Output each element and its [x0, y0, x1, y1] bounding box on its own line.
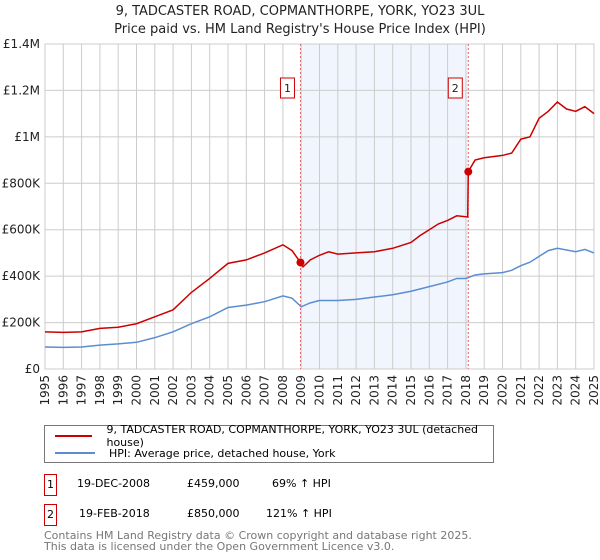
marker-label: 2 — [452, 82, 459, 95]
x-tick-label: 2001 — [148, 375, 162, 406]
x-tick-label: 2000 — [130, 375, 144, 406]
x-tick-label: 2012 — [349, 375, 363, 406]
x-tick-label: 2023 — [550, 375, 564, 406]
x-tick-label: 2024 — [569, 375, 583, 406]
y-tick-label: £1.2M — [3, 83, 40, 97]
x-tick-label: 1995 — [38, 375, 52, 406]
legend-item-hpi: HPI: Average price, detached house, York — [55, 445, 336, 461]
chart-title: 9, TADCASTER ROAD, COPMANTHORPE, YORK, Y… — [115, 4, 485, 19]
x-tick-label: 2019 — [477, 375, 491, 406]
x-tick-label: 1999 — [111, 375, 125, 406]
transaction-hpi: 121% ↑ HPI — [266, 507, 332, 520]
x-tick-label: 2003 — [184, 375, 198, 406]
x-tick-label: 2016 — [422, 375, 436, 406]
plot-area: £0 £200K £400K £600K £800K £1M £1.2M £1.4M 1995 1… — [2, 37, 600, 406]
x-tick-label: 2011 — [331, 375, 345, 406]
x-tick-label: 2008 — [276, 375, 290, 406]
legend-label: HPI: Average price, detached house, York — [109, 446, 336, 460]
transaction-marker: 1 — [44, 474, 57, 496]
x-tick-label: 2010 — [313, 375, 327, 406]
transaction-price: £850,000 — [187, 507, 240, 520]
y-tick-label: £400K — [2, 269, 42, 283]
sale-point — [296, 258, 305, 267]
marker-box — [279, 77, 295, 99]
marker-label: 1 — [284, 82, 291, 95]
x-tick-label: 2015 — [404, 375, 418, 406]
x-tick-label: 1996 — [56, 375, 70, 406]
y-tick-label: £200K — [2, 316, 42, 330]
transaction-date: 19-DEC-2008 — [77, 477, 151, 490]
footer-licence: This data is licensed under the Open Gov… — [44, 540, 395, 553]
series-line — [44, 101, 595, 334]
y-tick-label: £800K — [2, 176, 42, 190]
x-tick-label: 2025 — [587, 375, 600, 406]
x-tick-label: 2022 — [532, 375, 546, 406]
footer-copyright: Contains HM Land Registry data © Crown c… — [44, 529, 472, 542]
x-tick-label: 2021 — [514, 375, 528, 406]
x-tick-label: 2013 — [367, 375, 381, 406]
transaction-marker: 2 — [44, 504, 57, 526]
x-tick-label: 2020 — [496, 375, 510, 406]
sale-point — [464, 167, 473, 176]
x-tick-label: 2006 — [239, 375, 253, 406]
transaction-price: £459,000 — [187, 477, 240, 490]
transaction-hpi: 69% ↑ HPI — [272, 477, 331, 490]
marker-box — [447, 77, 463, 99]
x-tick-label: 2017 — [441, 375, 455, 406]
legend-label: 9, TADCASTER ROAD, COPMANTHORPE, YORK, Y… — [106, 423, 478, 449]
shaded-region — [300, 44, 469, 369]
transaction-date: 19-FEB-2018 — [79, 507, 150, 520]
x-tick-label: 2009 — [294, 375, 308, 406]
legend-line-red — [55, 435, 93, 437]
chart-subtitle: Price paid vs. HM Land Registry's House … — [114, 22, 486, 37]
series-line — [44, 247, 595, 349]
footer: Contains HM Land Registry data © Crown c… — [44, 530, 472, 552]
y-tick-label: £0 — [25, 362, 40, 376]
legend-item-property: 9, TADCASTER ROAD, COPMANTHORPE, YORK, Y… — [55, 423, 493, 449]
y-tick-label: £600K — [2, 223, 42, 237]
y-tick-label: £1.4M — [3, 37, 40, 51]
legend-line-blue — [55, 452, 95, 454]
x-tick-label: 2005 — [221, 375, 235, 406]
x-tick-label: 2004 — [203, 375, 217, 406]
x-tick-label: 2014 — [386, 375, 400, 406]
x-tick-label: 1998 — [93, 375, 107, 406]
y-tick-label: £1M — [14, 130, 40, 144]
x-tick-label: 1997 — [75, 375, 89, 406]
legend: 9, TADCASTER ROAD, COPMANTHORPE, YORK, Y… — [44, 423, 494, 463]
x-tick-label: 2007 — [258, 375, 272, 406]
x-tick-label: 2002 — [166, 375, 180, 406]
x-tick-label: 2018 — [459, 375, 473, 406]
